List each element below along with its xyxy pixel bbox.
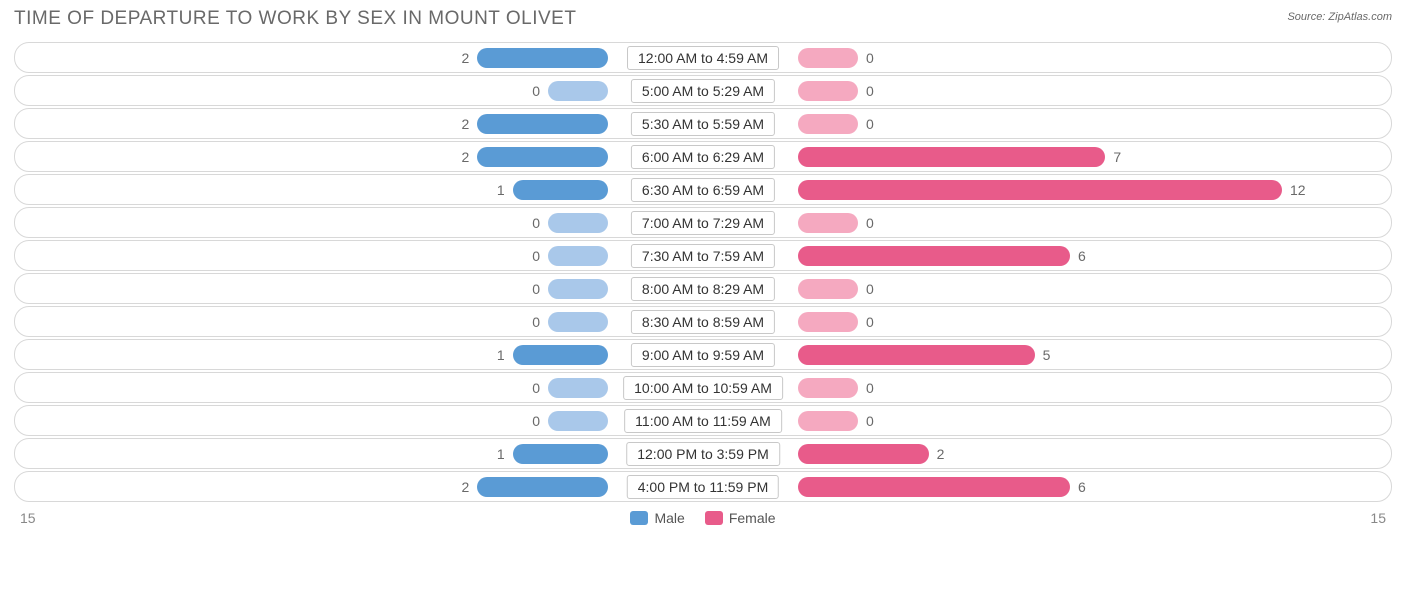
female-bar: [798, 81, 858, 101]
category-label: 4:00 PM to 11:59 PM: [627, 475, 779, 499]
axis-max-left: 15: [20, 510, 36, 526]
female-value: 0: [858, 116, 882, 132]
female-value: 6: [1070, 479, 1094, 495]
female-value: 0: [858, 380, 882, 396]
female-bar: [798, 279, 858, 299]
male-bar: [513, 444, 608, 464]
female-bar: [798, 147, 1105, 167]
legend-female-label: Female: [729, 510, 776, 526]
male-value: 0: [524, 281, 548, 297]
male-value: 1: [489, 446, 513, 462]
male-value: 0: [524, 248, 548, 264]
male-value: 0: [524, 83, 548, 99]
male-bar: [548, 411, 608, 431]
category-label: 8:30 AM to 8:59 AM: [631, 310, 775, 334]
female-value: 0: [858, 281, 882, 297]
legend-male: Male: [630, 510, 684, 526]
male-bar: [477, 147, 608, 167]
data-row: 2 0 5:30 AM to 5:59 AM: [14, 108, 1392, 139]
female-value: 12: [1282, 182, 1314, 198]
female-bar: [798, 444, 929, 464]
data-row: 2 7 6:00 AM to 6:29 AM: [14, 141, 1392, 172]
female-bar: [798, 213, 858, 233]
data-row: 0 0 11:00 AM to 11:59 AM: [14, 405, 1392, 436]
female-bar: [798, 114, 858, 134]
male-bar: [477, 477, 608, 497]
category-label: 5:30 AM to 5:59 AM: [631, 112, 775, 136]
male-bar: [548, 213, 608, 233]
female-value: 0: [858, 215, 882, 231]
legend-female: Female: [705, 510, 776, 526]
female-bar: [798, 180, 1282, 200]
chart-rows: 2 0 12:00 AM to 4:59 AM 0 0 5:00 AM to 5:29 A…: [14, 42, 1392, 502]
data-row: 1 12 6:30 AM to 6:59 AM: [14, 174, 1392, 205]
data-row: 0 0 10:00 AM to 10:59 AM: [14, 372, 1392, 403]
category-label: 8:00 AM to 8:29 AM: [631, 277, 775, 301]
category-label: 10:00 AM to 10:59 AM: [623, 376, 783, 400]
legend-male-label: Male: [654, 510, 684, 526]
legend: Male Female: [630, 510, 775, 526]
male-value: 2: [454, 116, 478, 132]
female-value: 2: [929, 446, 953, 462]
male-value: 2: [454, 149, 478, 165]
category-label: 6:30 AM to 6:59 AM: [631, 178, 775, 202]
data-row: 0 0 5:00 AM to 5:29 AM: [14, 75, 1392, 106]
male-bar: [548, 246, 608, 266]
chart-title: TIME OF DEPARTURE TO WORK BY SEX IN MOUN…: [14, 8, 576, 30]
data-row: 1 5 9:00 AM to 9:59 AM: [14, 339, 1392, 370]
male-bar: [548, 81, 608, 101]
data-row: 0 0 7:00 AM to 7:29 AM: [14, 207, 1392, 238]
category-label: 9:00 AM to 9:59 AM: [631, 343, 775, 367]
female-bar: [798, 48, 858, 68]
category-label: 6:00 AM to 6:29 AM: [631, 145, 775, 169]
male-value: 2: [454, 50, 478, 66]
female-swatch: [705, 511, 723, 525]
female-value: 0: [858, 50, 882, 66]
data-row: 0 0 8:00 AM to 8:29 AM: [14, 273, 1392, 304]
male-bar: [513, 180, 608, 200]
female-value: 6: [1070, 248, 1094, 264]
male-value: 0: [524, 380, 548, 396]
female-bar: [798, 246, 1070, 266]
female-bar: [798, 477, 1070, 497]
male-value: 1: [489, 347, 513, 363]
data-row: 2 6 4:00 PM to 11:59 PM: [14, 471, 1392, 502]
category-label: 7:30 AM to 7:59 AM: [631, 244, 775, 268]
category-label: 5:00 AM to 5:29 AM: [631, 79, 775, 103]
female-bar: [798, 345, 1035, 365]
female-value: 7: [1105, 149, 1129, 165]
axis-max-right: 15: [1370, 510, 1386, 526]
male-bar: [548, 312, 608, 332]
male-bar: [477, 48, 608, 68]
female-bar: [798, 411, 858, 431]
data-row: 2 0 12:00 AM to 4:59 AM: [14, 42, 1392, 73]
data-row: 0 6 7:30 AM to 7:59 AM: [14, 240, 1392, 271]
male-value: 1: [489, 182, 513, 198]
female-value: 0: [858, 83, 882, 99]
female-value: 0: [858, 413, 882, 429]
category-label: 12:00 AM to 4:59 AM: [627, 46, 779, 70]
male-value: 0: [524, 413, 548, 429]
category-label: 12:00 PM to 3:59 PM: [626, 442, 780, 466]
male-value: 0: [524, 314, 548, 330]
female-value: 0: [858, 314, 882, 330]
data-row: 0 0 8:30 AM to 8:59 AM: [14, 306, 1392, 337]
female-bar: [798, 378, 858, 398]
male-value: 2: [454, 479, 478, 495]
category-label: 7:00 AM to 7:29 AM: [631, 211, 775, 235]
male-swatch: [630, 511, 648, 525]
male-bar: [548, 378, 608, 398]
male-bar: [548, 279, 608, 299]
female-bar: [798, 312, 858, 332]
male-bar: [477, 114, 608, 134]
category-label: 11:00 AM to 11:59 AM: [624, 409, 782, 433]
female-value: 5: [1035, 347, 1059, 363]
male-bar: [513, 345, 608, 365]
male-value: 0: [524, 215, 548, 231]
data-row: 1 2 12:00 PM to 3:59 PM: [14, 438, 1392, 469]
source-label: Source: ZipAtlas.com: [1287, 8, 1392, 23]
